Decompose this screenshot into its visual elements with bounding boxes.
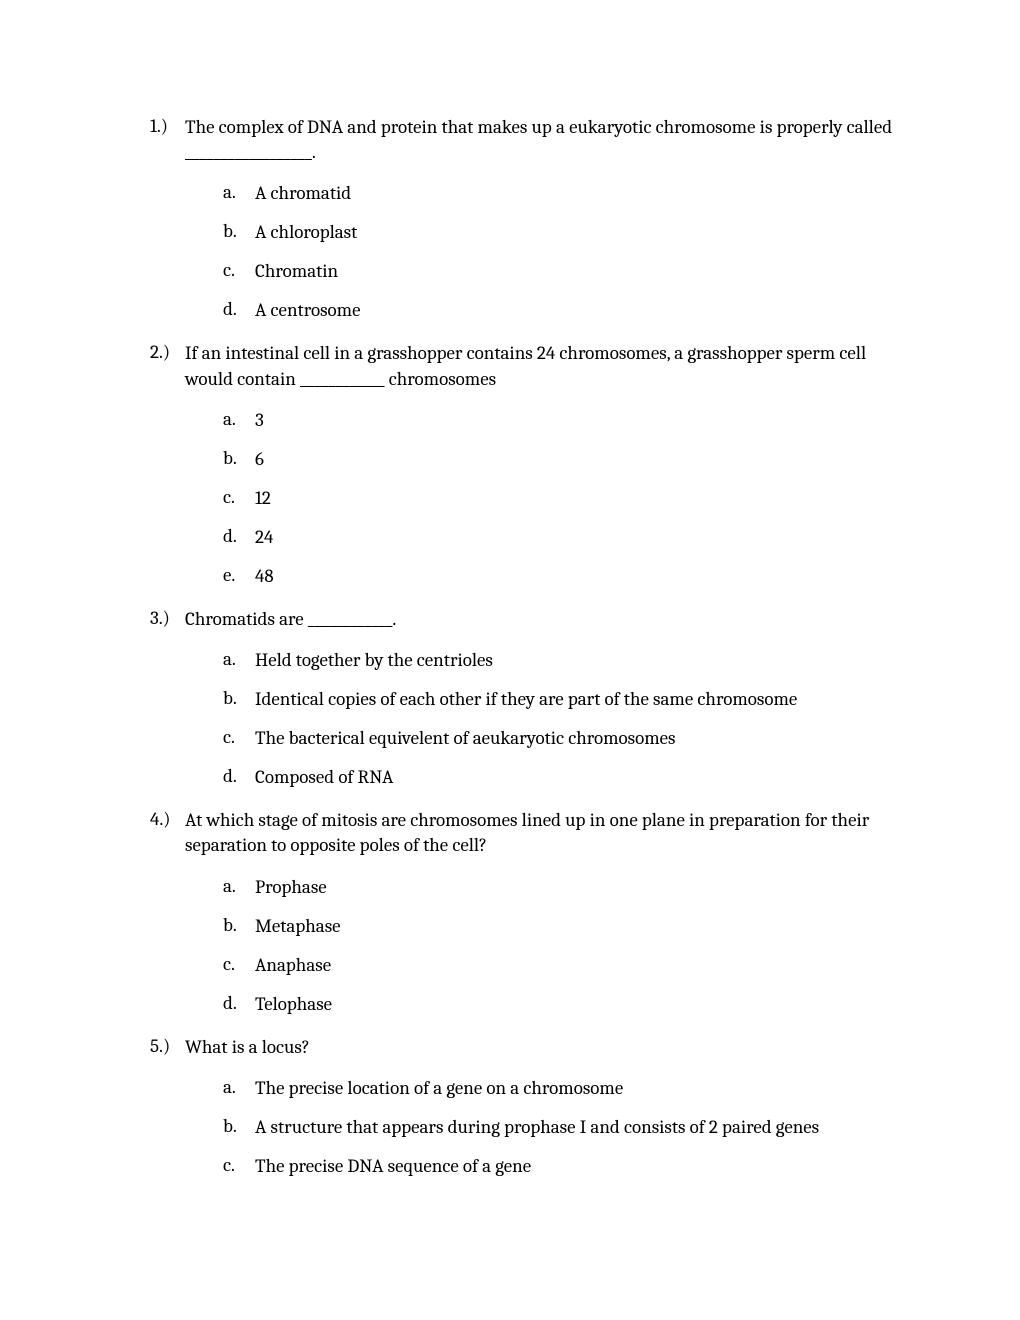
answer-text: Chromatin [255,259,910,284]
question-row: 3.)Chromatids are ____________. [110,607,910,632]
answer-text: Metaphase [255,914,910,939]
answer-text: 3 [255,408,910,433]
answer-text: A centrosome [255,298,910,323]
question-number: 4.) [110,808,185,830]
question-text: If an intestinal cell in a grasshopper c… [185,341,910,391]
answer-text: Anaphase [255,953,910,978]
answer-text: The precise location of a gene on a chro… [255,1076,910,1101]
answer-text: The bacterical equivelent of aeukaryotic… [255,726,910,751]
answer-text: Identical copies of each other if they a… [255,687,910,712]
answer-item: b.Metaphase [185,914,910,939]
answer-text: Composed of RNA [255,765,910,790]
answer-text: A chloroplast [255,220,910,245]
answer-text: Prophase [255,875,910,900]
answer-text: 6 [255,447,910,472]
answer-letter: c. [185,486,255,508]
answer-list: a.A chromatidb.A chloroplastc.Chromatind… [185,181,910,323]
answer-item: a.3 [185,408,910,433]
question-text: The complex of DNA and protein that make… [185,115,910,165]
answer-item: c.The bacterical equivelent of aeukaryot… [185,726,910,751]
question-row: 2.)If an intestinal cell in a grasshoppe… [110,341,910,391]
answer-item: b.6 [185,447,910,472]
answer-list: a.Held together by the centriolesb.Ident… [185,648,910,790]
answer-letter: b. [185,687,255,709]
answer-item: d.A centrosome [185,298,910,323]
question-text: Chromatids are ____________. [185,607,910,632]
answer-letter: b. [185,914,255,936]
answer-list: a.The precise location of a gene on a ch… [185,1076,910,1179]
question-item: 1.)The complex of DNA and protein that m… [110,115,910,323]
answer-letter: a. [185,1076,255,1098]
question-row: 1.)The complex of DNA and protein that m… [110,115,910,165]
answer-text: A chromatid [255,181,910,206]
question-item: 5.)What is a locus? a.The precise locatio… [110,1035,910,1179]
answer-item: b.Identical copies of each other if they… [185,687,910,712]
question-number: 5.) [110,1035,185,1057]
question-row: 5.)What is a locus? [110,1035,910,1060]
answer-letter: d. [185,298,255,320]
answer-list: a.3b.6c.12d.24e.48 [185,408,910,589]
question-item: 3.)Chromatids are ____________. a.Held to… [110,607,910,790]
answer-text: 48 [255,564,910,589]
question-number: 1.) [110,115,185,137]
question-text: What is a locus? [185,1035,910,1060]
answer-text: Telophase [255,992,910,1017]
answer-letter: c. [185,953,255,975]
question-number: 3.) [110,607,185,629]
answer-letter: b. [185,220,255,242]
answer-item: c.12 [185,486,910,511]
answer-text: The precise DNA sequence of a gene [255,1154,910,1179]
question-row: 4.)At which stage of mitosis are chromos… [110,808,910,858]
answer-letter: a. [185,875,255,897]
answer-letter: a. [185,181,255,203]
question-item: 2.)If an intestinal cell in a grasshoppe… [110,341,910,589]
answer-letter: a. [185,648,255,670]
answer-letter: b. [185,1115,255,1137]
answer-letter: d. [185,992,255,1014]
answer-item: d.Composed of RNA [185,765,910,790]
answer-letter: c. [185,726,255,748]
answer-item: b.A structure that appears during propha… [185,1115,910,1140]
question-list: 1.)The complex of DNA and protein that m… [110,115,910,1179]
answer-item: b.A chloroplast [185,220,910,245]
answer-letter: e. [185,564,255,586]
question-number: 2.) [110,341,185,363]
answer-letter: c. [185,259,255,281]
answer-item: d.24 [185,525,910,550]
answer-item: a.A chromatid [185,181,910,206]
answer-text: Held together by the centrioles [255,648,910,673]
answer-text: A structure that appears during prophase… [255,1115,910,1140]
answer-item: a.Prophase [185,875,910,900]
question-item: 4.)At which stage of mitosis are chromos… [110,808,910,1016]
answer-text: 12 [255,486,910,511]
question-text: At which stage of mitosis are chromosome… [185,808,910,858]
answer-item: a.Held together by the centrioles [185,648,910,673]
answer-item: a.The precise location of a gene on a ch… [185,1076,910,1101]
answer-item: c.Chromatin [185,259,910,284]
answer-text: 24 [255,525,910,550]
answer-letter: d. [185,765,255,787]
answer-letter: b. [185,447,255,469]
answer-letter: d. [185,525,255,547]
answer-item: c.The precise DNA sequence of a gene [185,1154,910,1179]
answer-list: a.Prophaseb.Metaphasec.Anaphased.Telopha… [185,875,910,1017]
answer-letter: a. [185,408,255,430]
answer-letter: c. [185,1154,255,1176]
answer-item: c.Anaphase [185,953,910,978]
answer-item: d.Telophase [185,992,910,1017]
answer-item: e.48 [185,564,910,589]
